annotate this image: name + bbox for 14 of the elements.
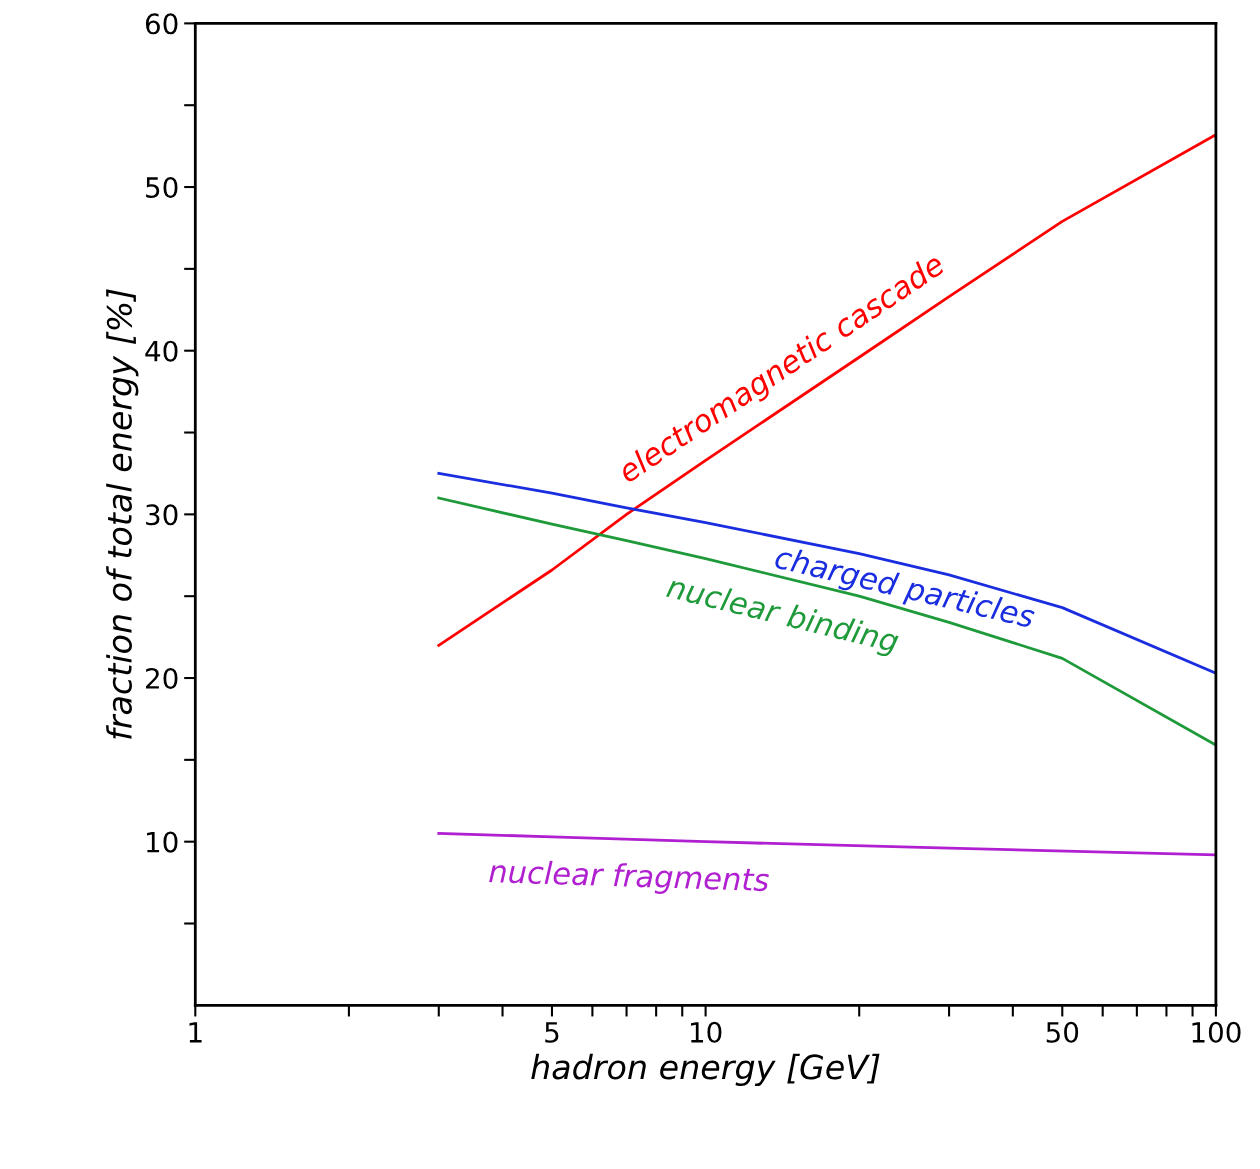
y-tick-label: 40 [145,340,178,362]
y-tick-label: 20 [146,667,178,689]
x-tick-label: 100 [1192,1021,1241,1043]
y-tick-label: 50 [146,176,178,198]
y-tick-label: 30 [146,504,178,526]
y-tick-label: 10 [147,831,178,853]
x-tick-label: 1 [189,1022,202,1043]
x-axis-title: hadron energy [GeV] [531,1053,880,1087]
x-tick-label: 10 [690,1021,722,1043]
series-label: nuclear fragments [488,858,770,898]
y-axis-title: fraction of total energy [%] [106,289,139,739]
x-tick-label: 5 [545,1022,559,1043]
y-tick-label: 60 [145,13,178,35]
x-tick-label: 50 [1046,1021,1079,1043]
